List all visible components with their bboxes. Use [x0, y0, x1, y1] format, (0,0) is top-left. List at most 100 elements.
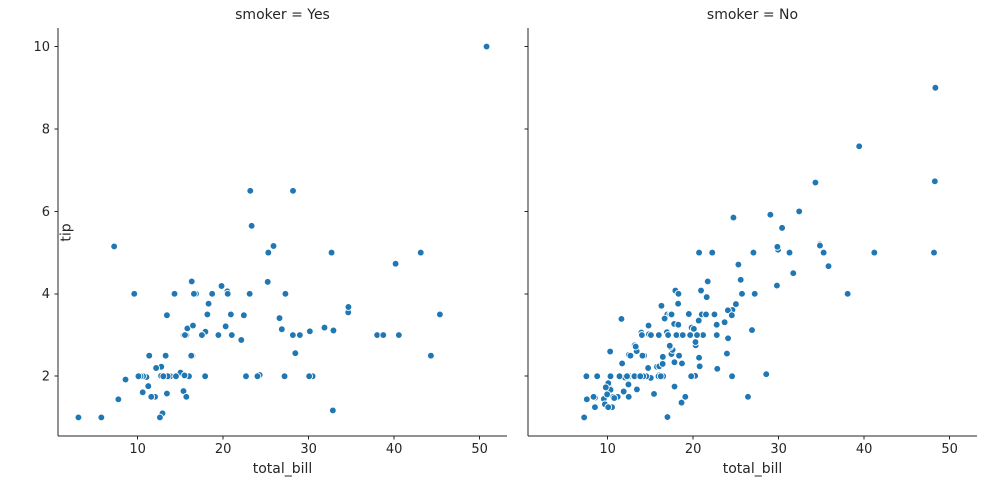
data-point	[237, 336, 246, 344]
y-tick-label: 8	[42, 122, 50, 137]
data-point	[253, 372, 262, 381]
facet-title-smoker-yes: smoker = Yes	[235, 7, 330, 23]
data-point	[281, 289, 290, 298]
data-point	[678, 331, 687, 339]
data-point	[738, 289, 746, 298]
data-point	[163, 389, 171, 398]
data-point	[172, 372, 180, 381]
data-point	[870, 248, 879, 257]
data-point	[329, 406, 337, 415]
data-point	[647, 331, 655, 339]
data-point	[658, 353, 667, 361]
y-axis-label-tip: tip	[58, 223, 75, 242]
data-point	[110, 242, 119, 251]
data-point	[227, 310, 235, 319]
data-point	[277, 325, 286, 334]
data-point	[159, 372, 168, 381]
data-point	[789, 269, 798, 278]
data-point	[180, 371, 189, 380]
data-point	[214, 331, 223, 339]
data-point	[208, 289, 216, 298]
x-tick-label: 10	[129, 442, 146, 457]
x-tick-label: 10	[599, 442, 616, 457]
data-point	[227, 331, 236, 339]
data-point	[604, 403, 613, 412]
data-point	[427, 351, 435, 360]
data-point	[650, 390, 658, 398]
data-point	[379, 331, 388, 339]
data-point	[732, 300, 740, 308]
x-tick-label: 20	[685, 442, 702, 457]
data-point	[712, 320, 721, 329]
data-point	[670, 358, 679, 367]
y-tick-label: 10	[33, 40, 50, 55]
data-point	[391, 259, 400, 268]
data-point	[624, 393, 633, 401]
data-point	[677, 398, 686, 407]
data-point	[811, 178, 820, 187]
data-point	[624, 380, 633, 389]
data-point	[694, 316, 703, 325]
data-point	[702, 293, 711, 301]
data-point	[654, 331, 663, 339]
data-point	[610, 394, 619, 402]
data-point	[201, 372, 209, 381]
data-point	[657, 301, 666, 310]
data-point	[247, 221, 256, 230]
data-point	[638, 331, 646, 339]
y-tick-label: 2	[42, 370, 50, 385]
data-point	[713, 364, 722, 373]
x-tick-label: 40	[386, 442, 403, 457]
data-point	[724, 334, 732, 343]
data-point	[667, 310, 676, 319]
data-point	[931, 177, 939, 186]
x-tick-label: 30	[300, 442, 317, 457]
data-point	[114, 395, 123, 404]
data-point	[416, 248, 425, 257]
data-point	[320, 323, 329, 332]
data-point	[145, 351, 154, 360]
data-point	[658, 360, 667, 368]
data-point	[305, 372, 314, 381]
axes-smoker-no: 10 20 30 40 50	[524, 28, 977, 457]
data-point	[204, 299, 213, 308]
data-point	[702, 310, 710, 319]
data-point	[275, 314, 284, 322]
data-point	[329, 326, 338, 335]
data-point	[221, 322, 230, 331]
data-point	[121, 375, 130, 384]
data-point	[280, 372, 289, 381]
data-point	[144, 382, 153, 390]
data-point	[686, 331, 695, 339]
data-point	[712, 331, 721, 339]
data-point	[591, 403, 599, 412]
data-point	[843, 289, 852, 298]
data-point	[674, 299, 682, 308]
data-point	[240, 311, 248, 320]
x-axis-label-total-bill: total_bill	[722, 461, 783, 477]
data-point	[734, 260, 743, 269]
data-point	[344, 303, 353, 311]
data-point	[678, 359, 686, 368]
data-point	[773, 281, 781, 290]
facet-smoker-no: smoker = No 10 20 30 40 50 total_bill	[524, 0, 977, 490]
data-point	[690, 325, 698, 333]
data-point	[223, 289, 232, 298]
data-point	[691, 338, 700, 346]
x-tick-label: 50	[471, 442, 488, 457]
data-point	[263, 278, 272, 286]
data-point	[749, 248, 758, 257]
data-point	[245, 289, 254, 298]
x-tick-label: 50	[941, 442, 958, 457]
data-point	[631, 342, 640, 351]
data-point	[617, 315, 626, 323]
data-point	[615, 372, 624, 381]
data-point	[816, 241, 824, 250]
data-point	[289, 186, 297, 195]
data-point	[824, 262, 833, 271]
data-point	[736, 275, 745, 284]
data-point	[855, 142, 864, 151]
data-point	[724, 306, 732, 315]
data-point	[703, 277, 712, 286]
